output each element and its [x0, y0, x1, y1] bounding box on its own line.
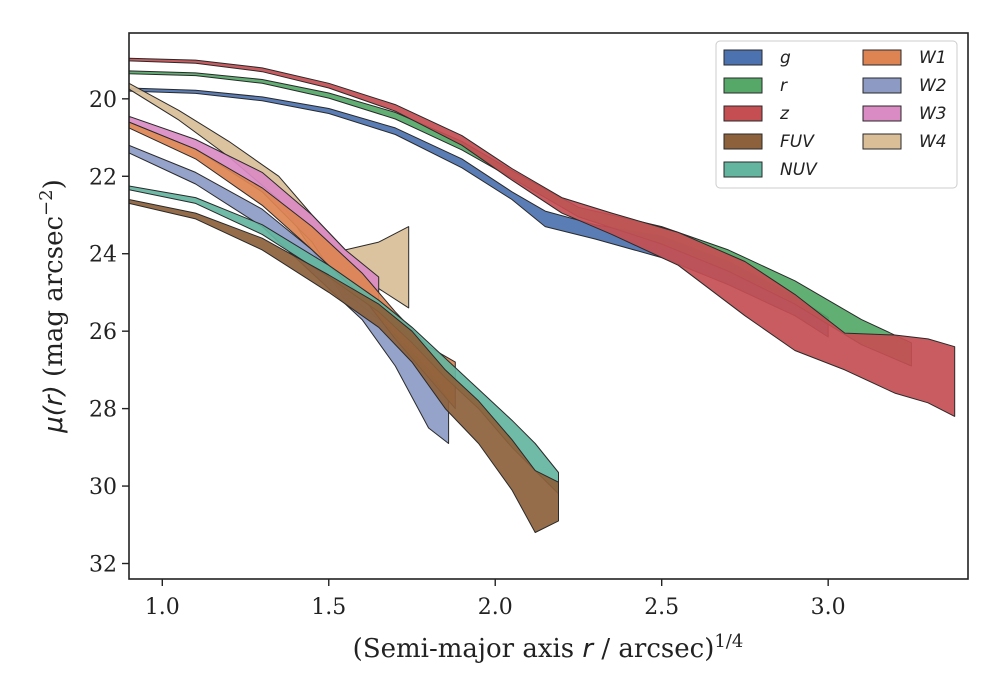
y-ticks: 20 22 24 26 28 30 32: [89, 88, 129, 578]
legend-swatch-w4: [862, 133, 902, 150]
x-tick-label: 2.0: [478, 595, 513, 620]
legend-label-z: z: [779, 104, 790, 124]
legend-label-r: r: [780, 76, 788, 96]
y-axis-label: μ(r) (mag arcsec−2): [36, 179, 70, 434]
x-axis-label: (Semi-major axis r / arcsec)1/4: [353, 631, 744, 665]
x-tick-label: 2.5: [644, 595, 679, 620]
band-z: [129, 57, 956, 417]
band-fuv: [129, 199, 559, 533]
legend-swatch-z: [723, 105, 763, 122]
band-w2: [129, 144, 450, 444]
legend-label-w4: W4: [919, 132, 947, 152]
legend-label-w2: W2: [919, 76, 947, 96]
axes-frame: [128, 32, 969, 580]
legend-swatch-w2: [862, 77, 902, 94]
legend-swatch-w1: [862, 49, 902, 66]
legend-swatch-fuv: [723, 133, 763, 150]
x-tick-label: 1.0: [145, 595, 180, 620]
y-tick-label: 32: [89, 553, 117, 578]
legend-swatch-g: [723, 49, 763, 66]
legend-swatch-r: [723, 77, 763, 94]
y-tick-label: 24: [89, 243, 117, 268]
x-tick-label: 1.5: [311, 595, 346, 620]
plot-areas: [129, 57, 956, 533]
y-tick-label: 22: [89, 165, 117, 190]
axes-border: [128, 32, 969, 580]
legend-swatch-w3: [862, 105, 902, 122]
x-tick-label: 3.0: [811, 595, 846, 620]
legend-label-g: g: [780, 48, 791, 68]
y-tick-label: 26: [89, 320, 117, 345]
legend-label-nuv: NUV: [780, 160, 818, 180]
legend-label-w1: W1: [919, 48, 947, 68]
legend-swatch-nuv: [723, 161, 763, 178]
legend-label-w3: W3: [919, 104, 947, 124]
y-tick-label: 30: [89, 475, 117, 500]
legend-label-fuv: FUV: [780, 132, 815, 152]
legend: grz FUV NUV W1 W2 W3 W4: [715, 40, 958, 189]
y-tick-label: 28: [89, 398, 117, 423]
y-tick-label: 20: [89, 88, 117, 113]
x-ticks: 1.0 1.5 2.0 2.5 3.0: [145, 579, 846, 620]
